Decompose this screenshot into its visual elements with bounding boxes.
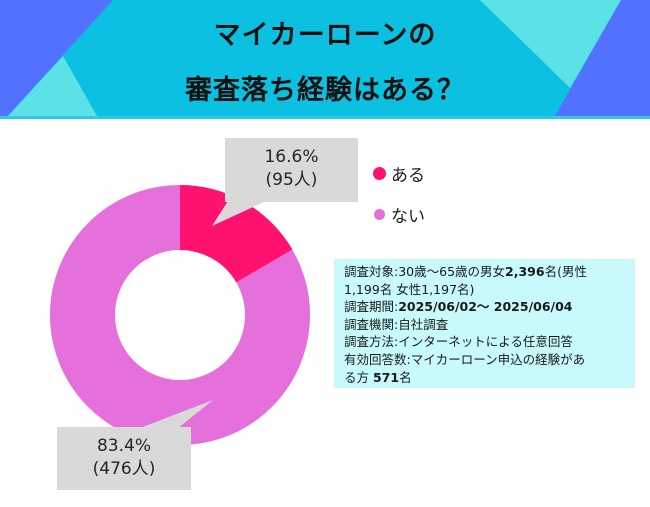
legend-item-yes: ある — [373, 161, 425, 186]
callout-yes: 16.6% (95人) — [225, 138, 358, 202]
legend-dot-no-icon — [374, 209, 385, 220]
callout-no-count: (476人) — [92, 459, 156, 479]
info-period: 調査期間:2025/06/02〜 2025/06/04 — [344, 299, 573, 315]
callout-no-percent: 83.4% — [96, 436, 151, 456]
callout-yes-percent: 16.6% — [264, 147, 319, 167]
legend-label-yes: ある — [391, 166, 425, 186]
info-method: 調査方法:インターネットによる任意回答 — [344, 334, 573, 350]
info-valid-responses-cont: る方 571名 — [344, 369, 412, 385]
info-target: 調査対象:30歳〜65歳の男女2,396名(男性 — [344, 264, 587, 279]
survey-info-box: 調査対象:30歳〜65歳の男女2,396名(男性 1,199名 女性1,197名… — [334, 259, 635, 388]
page-title-line1: マイカーローンの — [213, 20, 437, 51]
info-target-breakdown: 1,199名 女性1,197名) — [344, 281, 475, 297]
legend-label-no: ない — [391, 207, 425, 227]
header-decoration — [0, 0, 650, 119]
callout-yes-count: (95人) — [265, 170, 318, 190]
info-valid-responses: 有効回答数:マイカーローン申込の経験があ — [344, 351, 586, 367]
header-banner: マイカーローンの 審査落ち経験はある？ — [0, 0, 650, 119]
left-blue-triangle — [0, 0, 113, 119]
right-blue-triangle — [555, 0, 650, 116]
callout-pointer-no — [140, 400, 213, 428]
legend-dot-yes-icon — [373, 167, 386, 180]
callout-no: 83.4% (476人) — [57, 427, 191, 490]
info-organization: 調査機関:自社調査 — [344, 316, 449, 332]
donut-chart — [49, 185, 310, 445]
donut-segment-yes — [180, 185, 293, 283]
legend-item-no: ない — [373, 202, 425, 227]
page-title-line2: 審査落ち経験はある？ — [185, 75, 465, 106]
left-cyan-triangle — [8, 56, 97, 116]
right-cyan-triangle — [480, 0, 621, 88]
callout-pointer-yes — [212, 201, 266, 226]
